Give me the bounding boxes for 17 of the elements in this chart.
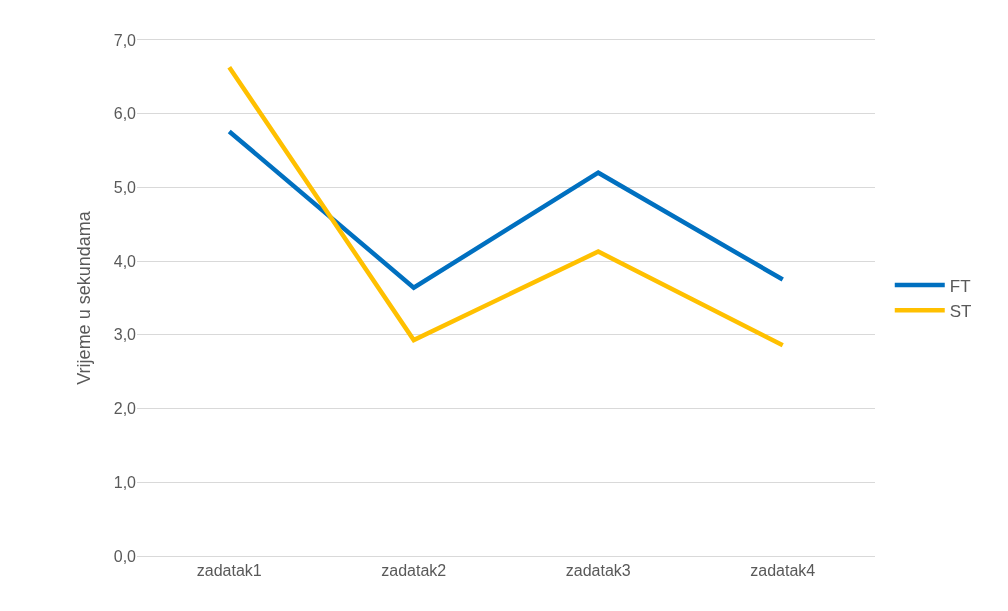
x-tick-label: zadatak1: [196, 562, 262, 580]
legend-label: ST: [949, 301, 972, 321]
y-tick-label: 4,0: [113, 252, 137, 270]
line-series: [227, 65, 785, 348]
line-series: [227, 129, 785, 290]
y-tick-label: 5,0: [113, 179, 137, 197]
y-tick-label: 2,0: [113, 400, 137, 418]
x-tick-label: zadatak4: [750, 562, 816, 580]
y-axis-title: Vrijeme u sekundama: [73, 210, 94, 385]
y-tick-label: 0,0: [113, 547, 137, 565]
x-tick-label: zadatak3: [565, 562, 631, 580]
x-tick-label: zadatak2: [381, 562, 447, 580]
y-tick-label: 6,0: [113, 105, 137, 123]
y-tick-label: 3,0: [113, 326, 137, 344]
y-tick-label: 1,0: [113, 473, 137, 491]
legend-label: FT: [949, 276, 971, 296]
y-tick-label: 7,0: [113, 31, 137, 49]
